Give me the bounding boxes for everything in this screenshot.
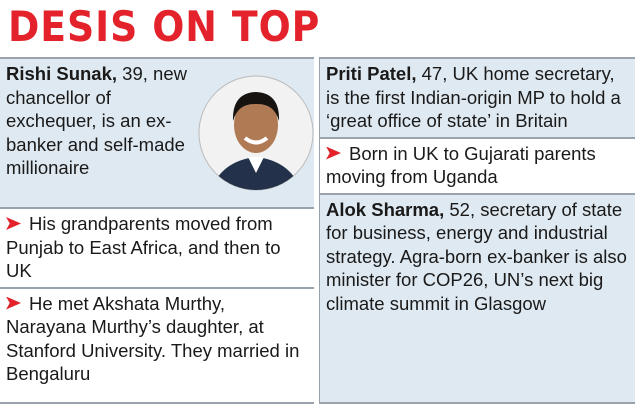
profile-header: Priti Patel, 47, UK home secretary, is t… — [320, 59, 635, 137]
left-column: Rishi Sunak, 39, new chancellor of exche… — [0, 57, 314, 404]
profile-text: Rishi Sunak, 39, new chancellor of exche… — [6, 62, 202, 180]
right-column: Priti Patel, 47, UK home secretary, is t… — [319, 57, 635, 404]
profile-intro: 39, new chancellor of exchequer, is an e… — [6, 63, 187, 178]
bullet-list: His grandparents moved from Punjab to Ea… — [0, 207, 314, 390]
bullet-arrow — [6, 217, 21, 230]
bullet-arrow — [6, 296, 21, 310]
profile-name: Priti Patel, — [326, 63, 417, 84]
profile-header: Rishi Sunak, 39, new chancellor of exche… — [0, 59, 314, 207]
profile-header: Alok Sharma, 52, secretary of state for … — [320, 192, 635, 402]
portrait — [198, 75, 314, 191]
bullet: He met Akshata Murthy, Narayana Murthy’s… — [0, 286, 314, 390]
bullet-text: Born in UK to Gujarati parents moving fr… — [326, 142, 596, 188]
headline: DESIS ON TOP — [8, 2, 321, 51]
profile-name: Alok Sharma, — [326, 198, 445, 220]
bullet-arrow — [326, 146, 341, 160]
profile-name: Rishi Sunak, — [6, 63, 118, 84]
bullet: Born in UK to Gujarati parents moving fr… — [320, 136, 635, 193]
profile-intro: 47, UK home secretary, is the first Indi… — [326, 63, 621, 131]
profile-intro: 52, secretary of state for business, ene… — [326, 198, 627, 314]
bullet: His grandparents moved from Punjab to Ea… — [0, 207, 314, 287]
bullet-text: He met Akshata Murthy, Narayana Murthy’s… — [6, 292, 300, 385]
bullet-text: His grandparents moved from Punjab to Ea… — [6, 213, 281, 281]
